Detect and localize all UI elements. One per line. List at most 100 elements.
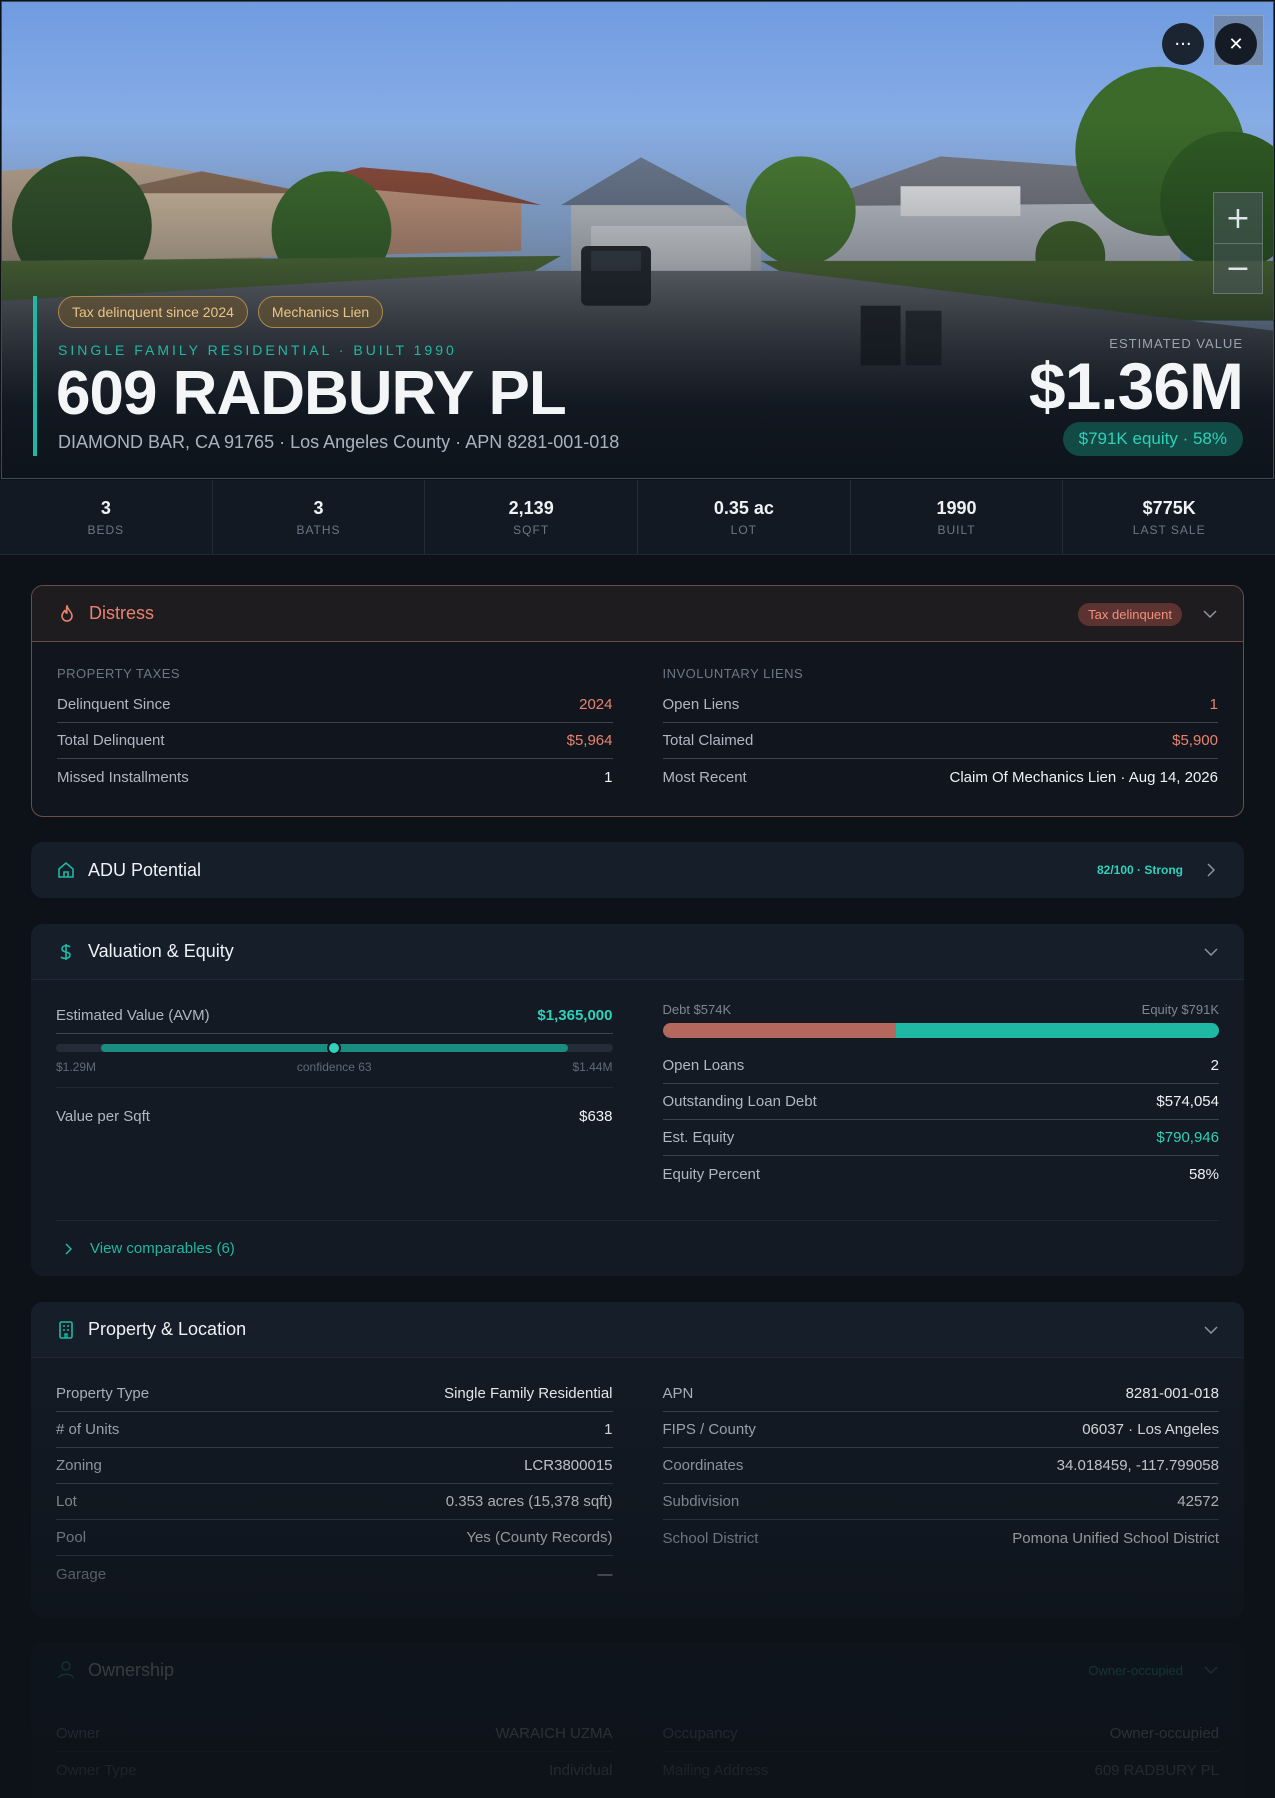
occupancy-badge: Owner-occupied [1088,1662,1183,1678]
zoom-out-button[interactable]: − [1214,243,1262,293]
table-row: Value per Sqft $638 [56,1098,613,1134]
zoom-in-button[interactable]: + [1225,200,1251,236]
hero-photo-panel: ··· ✕ + − Tax delinquent since 2024 Mech… [1,1,1274,479]
chevron-down-icon[interactable] [1203,1662,1219,1678]
table-row: Est. Equity $790,946 [662,1120,1219,1156]
row-key: Garage [56,1565,107,1583]
debt-label: Debt $574K [662,1002,732,1017]
home-icon [56,860,76,880]
chevron-right-icon[interactable] [1203,862,1219,878]
chevron-down-icon[interactable] [1202,606,1218,622]
row-value: Pomona Unified School District [1012,1529,1219,1547]
status-tags: Tax delinquent since 2024 Mechanics Lien [58,296,384,328]
row-value: Individual [549,1761,613,1779]
building-icon [56,1320,76,1340]
stat-last-sale: $775K LAST SALE [1063,480,1275,554]
avm-row: Estimated Value (AVM) $1,365,000 [56,998,613,1034]
ownership-left: Owner WARAICH UZMA Owner Type Individual [56,1698,613,1788]
valuation-title: Valuation & Equity [88,941,234,961]
row-key: FIPS / County [662,1421,756,1438]
debt-equity-bar [662,1023,1220,1038]
stat-value: 3 [313,498,324,518]
table-row: Open Loans 2 [662,1048,1219,1084]
stat-value: 1990 [936,498,977,518]
row-key: Open Liens [662,696,740,713]
stat-beds: 3 BEDS [0,480,213,554]
row-value: 609 RADBURY PL [1094,1761,1219,1779]
row-value: 8281-001-018 [1125,1385,1219,1402]
row-key: Occupancy [662,1725,738,1742]
row-key: Equity Percent [662,1165,761,1183]
tag-mechanics-lien: Mechanics Lien [257,296,384,328]
property-location-card: Property & Location Property Type Single … [31,1302,1244,1618]
row-key: Coordinates [662,1457,744,1474]
row-key: # of Units [56,1421,120,1438]
table-row: FIPS / County 06037 · Los Angeles [662,1412,1219,1448]
user-icon [56,1660,76,1680]
ownership-header[interactable]: Ownership Owner-occupied [31,1642,1244,1698]
distress-header[interactable]: Distress Tax delinquent [32,586,1243,642]
row-key: Est. Equity [662,1129,735,1146]
row-key: Value per Sqft [56,1107,150,1125]
adu-score: 82/100 · Strong [1096,863,1183,877]
section-label: INVOLUNTARY LIENS [662,666,804,681]
row-key: Open Loans [662,1057,745,1074]
stat-label: BUILT [937,523,976,537]
tag-tax-delinquent: Tax delinquent since 2024 [58,296,248,328]
property-details-right: APN 8281-001-018 FIPS / County 06037 · Los… [662,1358,1220,1592]
view-comparables-link[interactable]: View comparables (6) [56,1220,1219,1276]
row-key: APN [662,1385,694,1402]
involuntary-liens-section: INVOLUNTARY LIENS Open Liens 1 Total Clai… [662,642,1218,795]
adu-potential-card[interactable]: ADU Potential 82/100 · Strong [31,842,1244,898]
stat-value: 0.35 ac [713,498,774,518]
row-value: $5,900 [1172,732,1218,749]
stat-built: 1990 BUILT [851,480,1064,554]
avm-range-bar [56,1041,613,1055]
valuation-header[interactable]: Valuation & Equity [31,924,1244,980]
avm-section: Estimated Value (AVM) $1,365,000 $1.29M … [56,980,613,1192]
row-value: — [597,1565,613,1583]
close-button[interactable]: ✕ [1215,23,1257,65]
stat-value: 3 [100,498,111,518]
chevron-right-icon [60,1241,76,1257]
table-row: School District Pomona Unified School Dis… [663,1520,1220,1556]
stat-value: 2,139 [508,498,554,518]
property-title: Property & Location [88,1319,247,1339]
row-key: Owner Type [56,1761,137,1779]
chevron-down-icon[interactable] [1203,1322,1219,1338]
stat-label: BATHS [296,523,341,537]
stat-baths: 3 BATHS [213,480,426,554]
table-row: Occupancy Owner-occupied [662,1716,1219,1752]
row-value: 34.018459, -117.799058 [1056,1457,1219,1474]
row-value: $574,054 [1156,1093,1219,1110]
row-value: 1 [604,768,613,786]
row-key: Mailing Address [662,1761,769,1779]
row-value: Owner-occupied [1109,1725,1219,1742]
row-value: Single Family Residential [444,1385,613,1402]
row-key: Pool [56,1529,87,1546]
page-title: 609 RADBURY PL [56,359,567,428]
table-row: Pool Yes (County Records) [56,1520,613,1556]
row-value: 1 [604,1421,613,1438]
table-row: Owner WARAICH UZMA [56,1716,613,1752]
chevron-down-icon[interactable] [1203,944,1219,960]
valuation-equity-card: Valuation & Equity Estimated Value (AVM)… [31,924,1244,1276]
close-icon: ✕ [1228,33,1244,55]
estimated-value-label: ESTIMATED VALUE [1109,336,1243,351]
stat-label: LOT [730,523,758,537]
table-row: Lot 0.353 acres (15,378 sqft) [56,1484,613,1520]
stat-label: LAST SALE [1132,523,1206,537]
table-row: Zoning LCR3800015 [56,1448,613,1484]
property-taxes-section: PROPERTY TAXES Delinquent Since 2024 Tota… [57,642,613,795]
row-key: Lot [56,1493,77,1510]
property-header[interactable]: Property & Location [31,1302,1244,1358]
row-value: 42572 [1177,1493,1219,1510]
stat-label: SQFT [513,523,550,537]
ellipsis-icon: ··· [1174,33,1192,55]
row-key: Subdivision [662,1493,740,1510]
equity-pill: $791K equity · 58% [1062,422,1243,456]
adu-header[interactable]: ADU Potential 82/100 · Strong [31,842,1244,898]
more-options-button[interactable]: ··· [1162,23,1204,65]
table-row: Property Type Single Family Residential [56,1376,613,1412]
section-label: PROPERTY TAXES [57,666,181,681]
